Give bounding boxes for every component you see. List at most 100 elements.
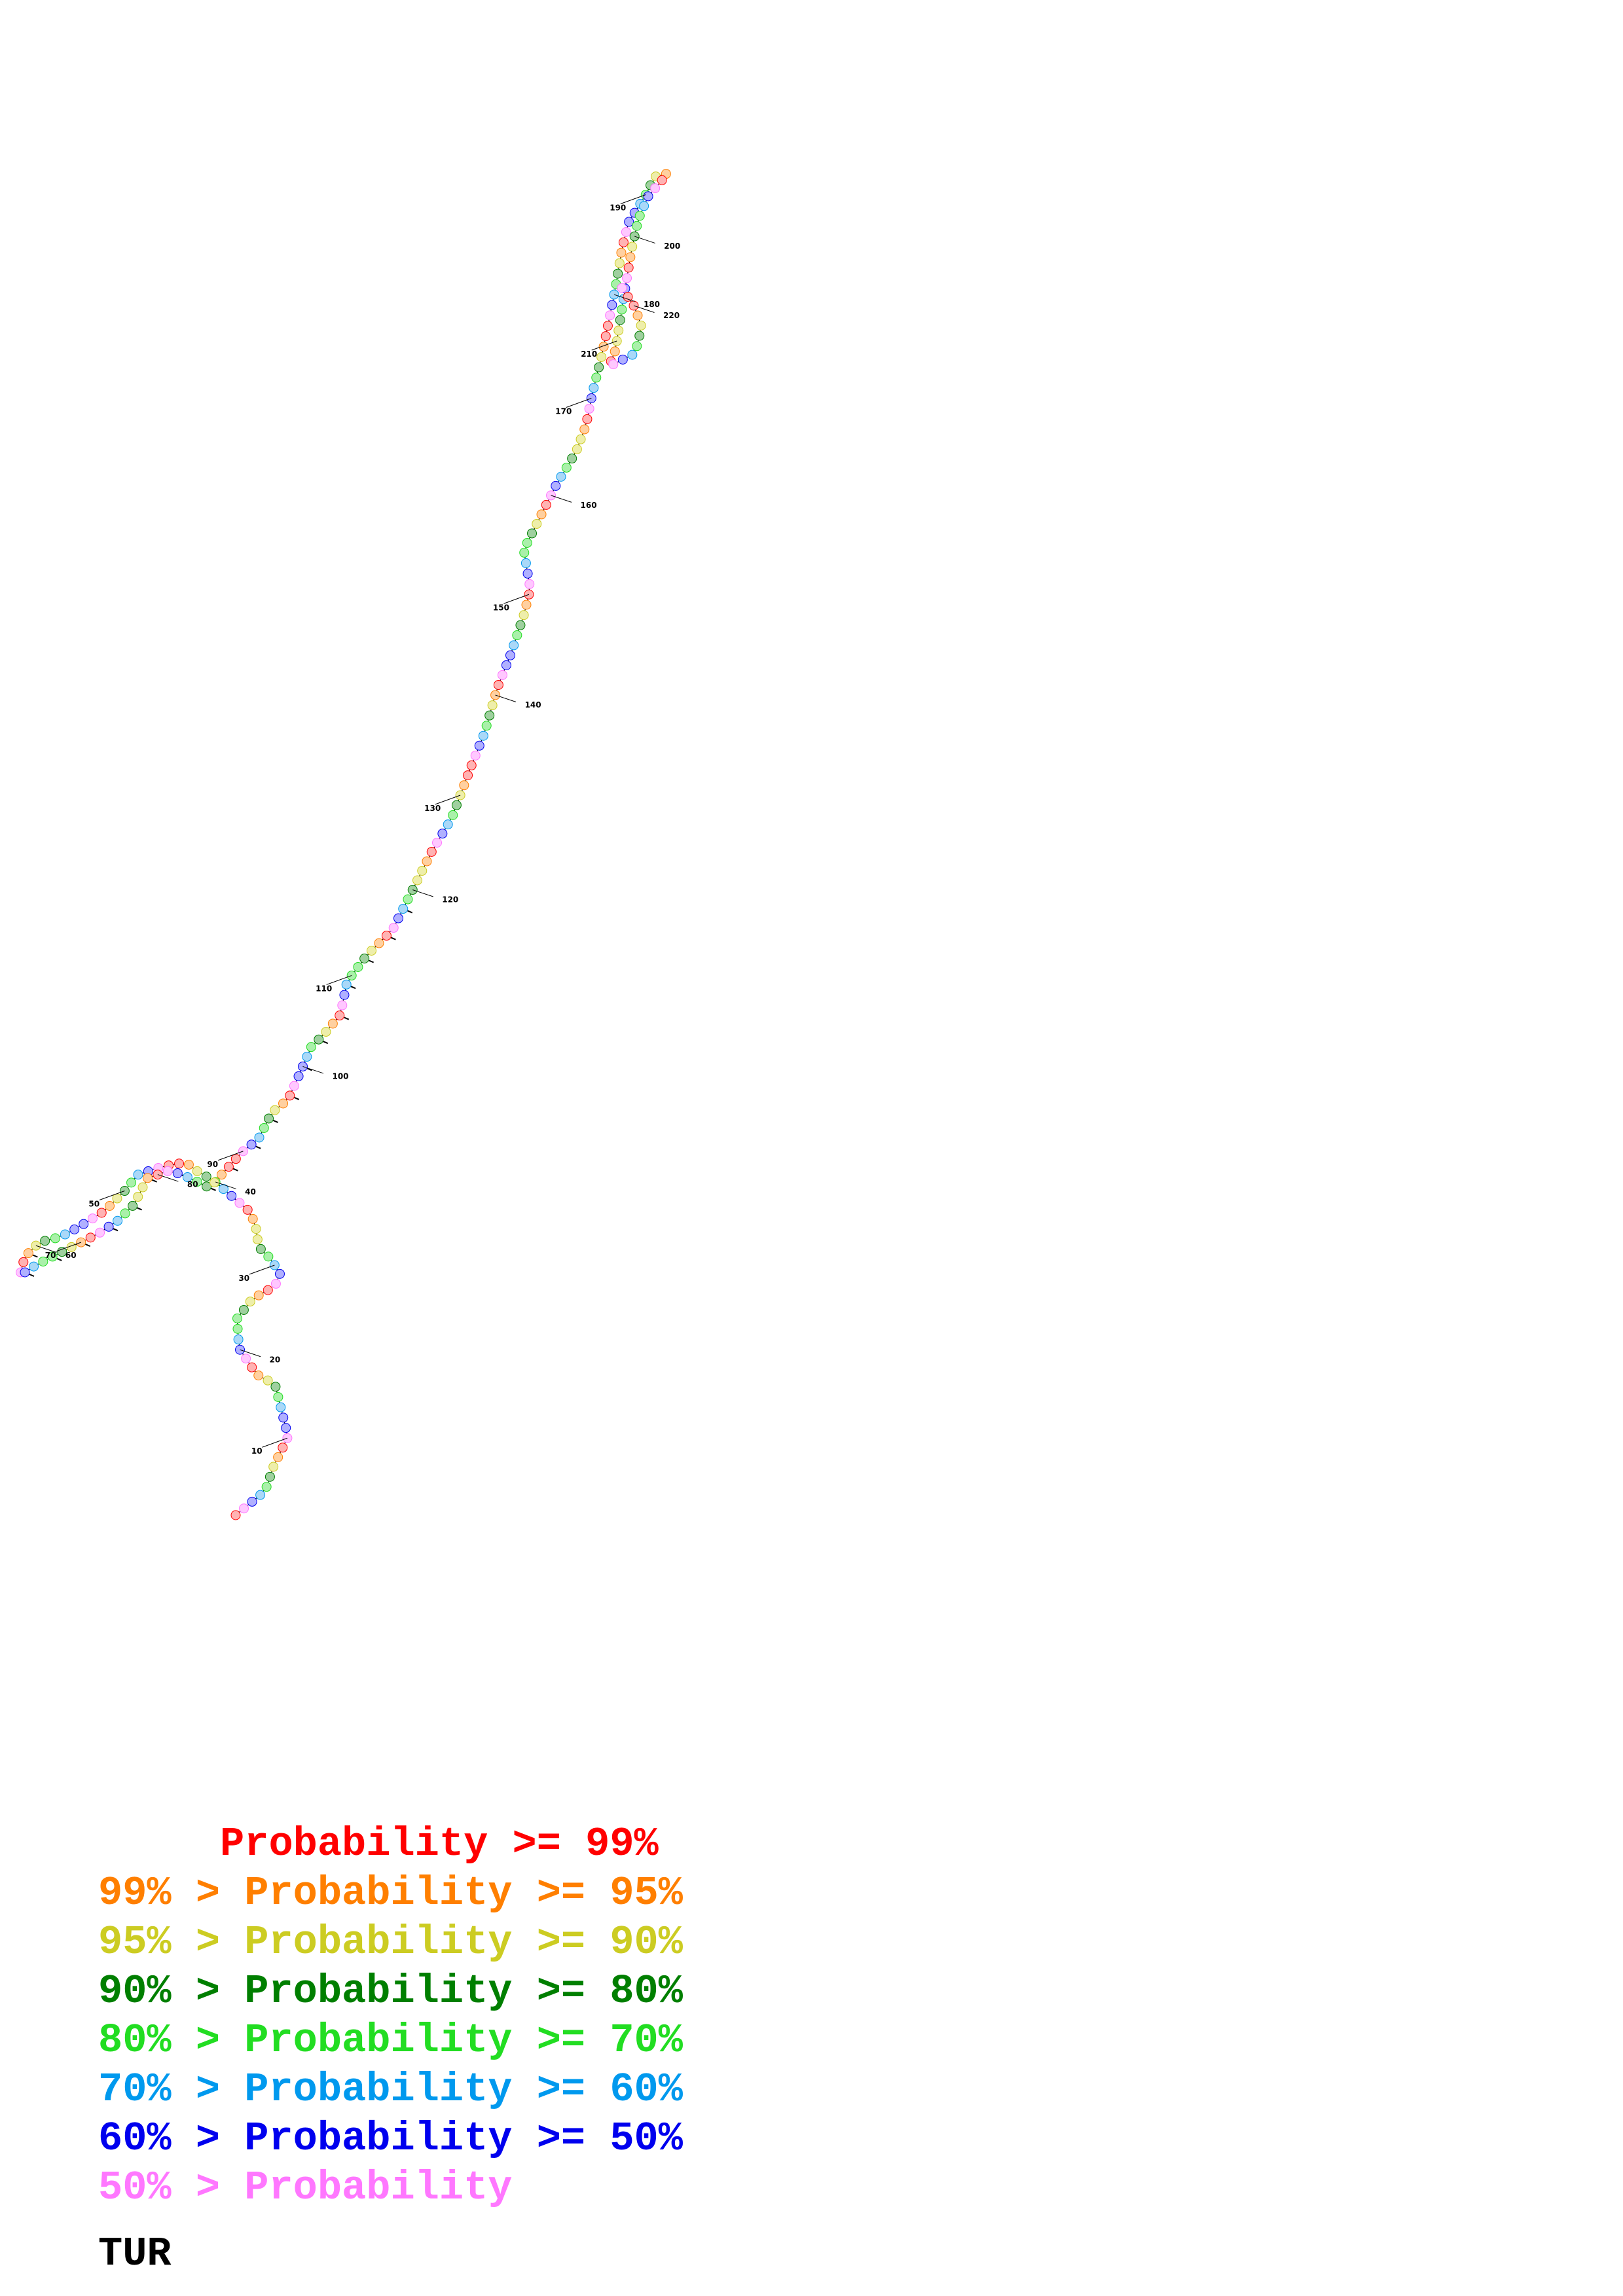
tick-line <box>35 1245 57 1253</box>
tick-label-80: 80 <box>187 1180 198 1189</box>
nucleotide <box>247 1213 258 1224</box>
nucleotide <box>60 1229 70 1240</box>
tick-line <box>99 1191 125 1200</box>
tick-label-90: 90 <box>207 1160 218 1169</box>
tick-line <box>215 1181 236 1189</box>
legend-row-7: 50% > Probability <box>98 2164 513 2211</box>
tick-line <box>435 795 461 805</box>
nucleotide <box>622 273 632 283</box>
nucleotide <box>596 351 607 362</box>
nucleotide <box>133 1192 143 1202</box>
nucleotide <box>255 1490 266 1500</box>
tick-label-120: 120 <box>442 895 458 905</box>
tick-line <box>217 1151 244 1161</box>
tick-label-50: 50 <box>88 1200 100 1209</box>
structure-title: TUR <box>98 2231 172 2277</box>
nucleotide <box>113 1215 123 1226</box>
nucleotide <box>337 1000 348 1011</box>
tick-line <box>157 1174 179 1182</box>
nucleotide <box>210 1177 220 1188</box>
tick-line <box>591 340 617 351</box>
nucleotide <box>251 1224 261 1234</box>
nucleotide <box>239 1503 249 1514</box>
nucleotide <box>551 480 561 491</box>
nucleotide <box>536 509 547 520</box>
nucleotide <box>522 537 532 548</box>
nucleotide <box>253 1370 264 1380</box>
nucleotide <box>314 1034 324 1045</box>
nucleotide <box>591 372 602 383</box>
nucleotide <box>47 1251 58 1262</box>
nucleotide <box>69 1224 80 1234</box>
nucleotide <box>398 904 409 914</box>
nucleotide <box>657 175 667 185</box>
nucleotide <box>509 640 519 651</box>
nucleotide <box>623 292 633 302</box>
nucleotide <box>143 1173 153 1183</box>
nucleotide <box>582 414 593 424</box>
nucleotide <box>610 346 620 357</box>
nucleotide <box>512 630 522 641</box>
nucleotide <box>278 1443 288 1453</box>
backbone-line <box>20 173 667 1516</box>
nucleotide <box>293 1071 304 1081</box>
nucleotide <box>87 1213 98 1224</box>
nucleotide <box>615 315 625 325</box>
nucleotide <box>374 938 384 948</box>
nucleotide <box>650 183 661 194</box>
nucleotide <box>448 810 458 820</box>
tick-line <box>566 398 592 408</box>
tick-line <box>56 1242 81 1252</box>
nucleotide <box>174 1158 185 1169</box>
nucleotide <box>335 1011 345 1021</box>
nucleotide <box>341 979 352 990</box>
nucleotide <box>23 1248 33 1259</box>
nucleotide <box>192 1166 202 1176</box>
nucleotide <box>306 1042 316 1052</box>
nucleotide <box>484 710 495 721</box>
tick-label-150: 150 <box>493 603 509 612</box>
tick-line <box>240 1349 261 1357</box>
nucleotide <box>38 1256 48 1266</box>
nucleotide <box>276 1402 286 1412</box>
tick-label-190: 190 <box>610 204 626 213</box>
nucleotide <box>388 923 399 933</box>
nucleotide <box>617 304 627 315</box>
nucleotide <box>481 721 492 731</box>
nucleotide <box>393 913 403 924</box>
nucleotide <box>613 268 623 279</box>
nucleotide <box>497 670 507 680</box>
nucleotide <box>567 454 577 464</box>
nucleotide <box>252 1234 263 1245</box>
nucleotide <box>634 211 645 221</box>
nucleotide <box>572 444 582 454</box>
nucleotide <box>289 1081 299 1091</box>
tick-label-200: 200 <box>664 242 680 251</box>
tick-label-170: 170 <box>555 406 572 416</box>
nucleotide <box>183 1159 194 1170</box>
nucleotide <box>234 1198 245 1208</box>
nucleotide <box>432 837 443 848</box>
nucleotide <box>112 1193 122 1204</box>
tick-label-60: 60 <box>65 1251 77 1260</box>
nucleotide <box>270 1278 281 1289</box>
nucleotide <box>232 1323 243 1334</box>
nucleotide <box>625 252 636 262</box>
nucleotide <box>261 1482 272 1492</box>
nucleotide <box>321 1026 331 1037</box>
nucleotide <box>463 770 473 781</box>
nucleotide <box>254 1132 264 1143</box>
tick-line <box>249 1265 275 1275</box>
nucleotide <box>327 1018 338 1029</box>
nucleotide <box>589 383 599 393</box>
tick-line <box>503 594 530 604</box>
nucleotide <box>50 1233 60 1244</box>
nucleotide <box>575 434 586 444</box>
nucleotide <box>607 300 617 310</box>
tick-label-210: 210 <box>581 350 597 359</box>
nucleotide <box>273 1452 283 1462</box>
nucleotide <box>556 471 566 482</box>
nucleotide <box>285 1090 295 1101</box>
nucleotide <box>133 1170 143 1180</box>
tick-line <box>302 1066 324 1074</box>
